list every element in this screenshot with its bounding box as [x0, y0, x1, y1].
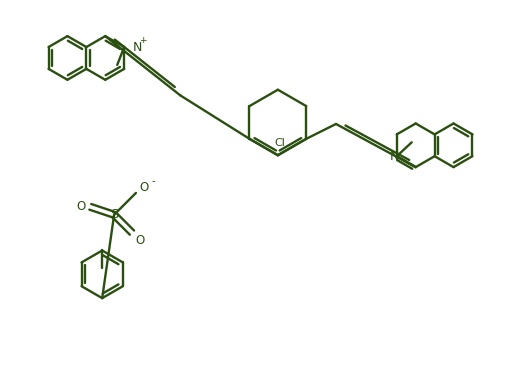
Text: +: +	[139, 36, 147, 45]
Text: N: N	[133, 40, 143, 53]
Text: N: N	[390, 150, 400, 163]
Text: O: O	[77, 200, 86, 213]
Text: S: S	[110, 208, 118, 221]
Text: O: O	[139, 181, 148, 194]
Text: -: -	[151, 176, 155, 186]
Text: Cl: Cl	[275, 138, 285, 148]
Text: O: O	[135, 234, 144, 247]
